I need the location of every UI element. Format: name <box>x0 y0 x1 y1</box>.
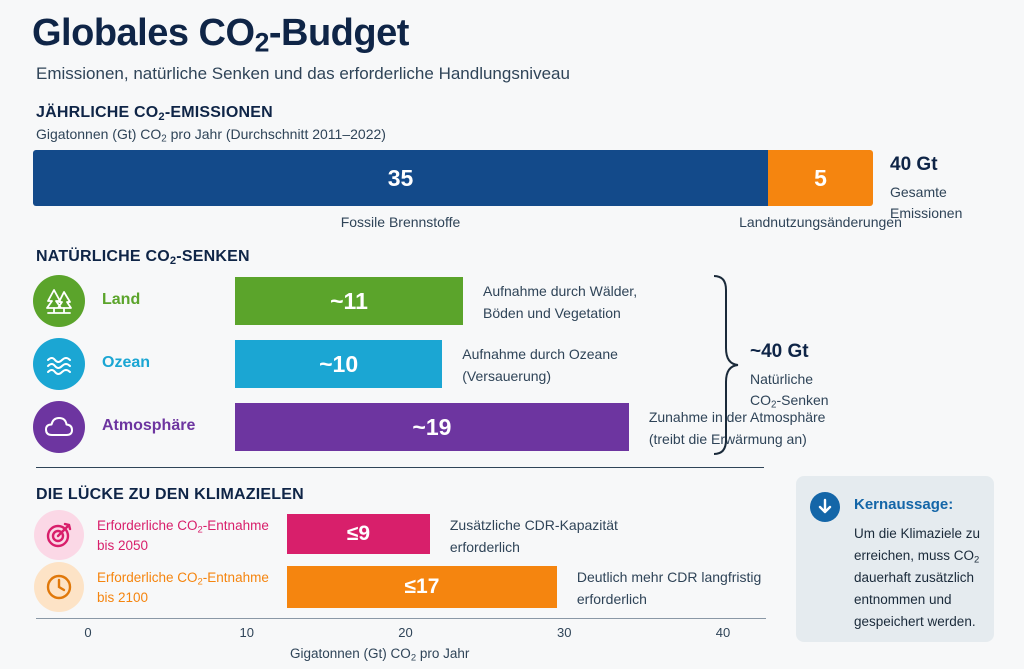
gap-tick-label: 30 <box>557 625 572 640</box>
gap-tick-label: 10 <box>239 625 254 640</box>
sink-category-label: Ozean <box>102 354 151 371</box>
gap-description-line: erforderlich <box>449 539 520 555</box>
sink-description: Zunahme in der Atmosphäre (treibt die Erw… <box>649 406 826 450</box>
section-divider <box>36 467 764 468</box>
sinks-total-value: ~40 Gt <box>750 341 809 362</box>
emissions-total-value: 40 Gt <box>890 154 938 175</box>
key-message-heading: Kernaussage: <box>854 496 954 513</box>
sink-description-line: Aufnahme durch Ozeane <box>462 346 618 362</box>
sink-value-label: ~19 <box>412 413 452 440</box>
gap-bar-0: ≤9 <box>287 514 430 554</box>
cloud-icon <box>33 401 85 453</box>
gap-category-text: Erforderliche CO <box>97 518 198 533</box>
gap-description-line: Deutlich mehr CDR langfristig <box>576 569 762 585</box>
arrow-down-icon <box>810 492 840 522</box>
sink-category-label: Land <box>102 291 141 308</box>
emissions-bar-fossil-fuels: 35 <box>33 150 768 206</box>
key-message-box: Kernaussage: Um die Klimaziele zu erreic… <box>796 476 994 642</box>
gap-category-line: Erforderliche CO2-Entnahme <box>97 568 269 588</box>
gap-category-label: Erforderliche CO2-Entnahme bis 2100 <box>97 568 269 608</box>
gap-category-text: Erforderliche CO <box>97 570 198 585</box>
sinks-heading: NATÜRLICHE CO2-SENKEN <box>36 248 250 267</box>
sink-description-line: Zunahme in der Atmosphäre <box>648 409 826 425</box>
gap-category-sub: 2 <box>197 576 203 588</box>
sinks-total-label: Natürliche CO2-Senken <box>750 371 829 411</box>
gap-bar-1: ≤17 <box>287 566 557 608</box>
gap-description: Deutlich mehr CDR langfristig erforderlic… <box>577 566 761 610</box>
sink-bar-2: ~19 <box>235 403 629 451</box>
gap-category-label: Erforderliche CO2-Entnahme bis 2050 <box>97 516 269 556</box>
sink-category-label: Atmosphäre <box>102 417 196 434</box>
sink-value-label: ~10 <box>319 350 359 377</box>
gap-category-sub: 2 <box>197 524 203 536</box>
gap-tick-label: 0 <box>84 625 92 640</box>
gap-axis-label: Gigatonnen (Gt) CO2 pro Jahr <box>290 646 470 664</box>
emissions-value-label: 5 <box>814 164 827 191</box>
emissions-unit: Gigatonnen (Gt) CO2 pro Jahr (Durchschni… <box>36 126 386 145</box>
trees-icon <box>33 275 85 327</box>
sink-bar-0: ~11 <box>235 277 463 325</box>
sink-description-line: Aufnahme durch Wälder, <box>483 283 638 299</box>
sink-value-label: ~11 <box>330 287 368 314</box>
key-message-text: Um die Klimaziele zu erreichen, muss CO2… <box>854 526 981 629</box>
sink-description-line: (treibt die Erwärmung an) <box>648 431 807 447</box>
emissions-category-label: Landnutzungsänderungen <box>739 214 902 230</box>
clock-icon <box>34 562 84 612</box>
gap-category-line: bis 2050 <box>97 538 149 553</box>
target-icon <box>34 510 84 560</box>
emissions-category-label: Fossile Brennstoffe <box>340 214 461 230</box>
emissions-total-label: Gesamte Emissionen <box>890 184 963 221</box>
gap-tick-label: 20 <box>398 625 413 640</box>
gap-axis-line <box>36 618 766 619</box>
gap-description-line: erforderlich <box>576 591 647 607</box>
gap-category-line: Erforderliche CO2-Entnahme <box>97 516 269 536</box>
waves-icon <box>33 338 85 390</box>
emissions-bar-land-use-change: 5 <box>768 150 873 206</box>
gap-category-line: bis 2100 <box>97 590 149 605</box>
gap-value-label: ≤9 <box>346 522 371 545</box>
gap-heading: DIE LÜCKE ZU DEN KLIMAZIELEN <box>36 486 304 503</box>
sink-bar-1: ~10 <box>235 340 443 388</box>
page-subtitle: Emissionen, natürliche Senken und das er… <box>36 64 570 83</box>
sink-description-line: Böden und Vegetation <box>483 305 621 321</box>
sink-description: Aufnahme durch Wälder, Böden und Vegetati… <box>483 280 637 324</box>
gap-description-line: Zusätzliche CDR-Kapazität <box>449 517 618 533</box>
sink-description-line: (Versauerung) <box>462 368 551 384</box>
gap-tick-label: 40 <box>715 625 731 640</box>
gap-category-text: -Entnahme <box>202 518 269 533</box>
emissions-value-label: 35 <box>387 164 414 191</box>
sink-description: Aufnahme durch Ozeane (Versauerung) <box>462 343 618 387</box>
emissions-heading: JÄHRLICHE CO2-EMISSIONEN <box>36 104 273 123</box>
page-title: Globales CO2-Budget <box>32 12 409 58</box>
gap-description: Zusätzliche CDR-Kapazität erforderlich <box>450 514 618 558</box>
sinks-brace <box>713 275 739 455</box>
gap-value-label: ≤17 <box>404 575 440 598</box>
gap-category-text: -Entnahme <box>202 570 269 585</box>
